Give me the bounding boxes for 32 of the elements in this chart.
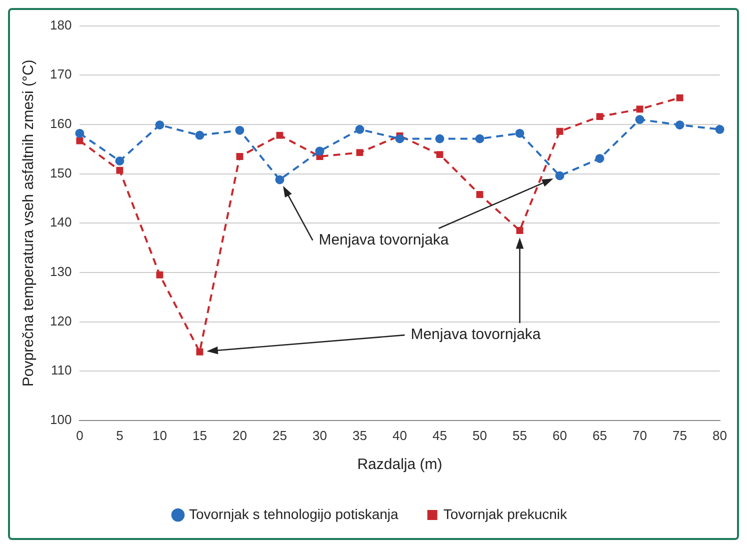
y-tick-label: 160	[50, 116, 72, 132]
y-tick-label: 180	[50, 17, 72, 32]
x-tick-label: 45	[432, 428, 447, 443]
x-tick-label: 50	[472, 428, 487, 443]
x-tick-label: 75	[672, 428, 687, 443]
x-tick-label: 20	[232, 428, 247, 443]
x-tick-label: 30	[312, 428, 327, 443]
x-tick-label: 35	[352, 428, 367, 443]
x-tick-label: 0	[76, 428, 84, 443]
x-tick-label: 15	[192, 428, 207, 443]
y-tick-label: 170	[50, 66, 72, 82]
annotation: Menjava tovornjaka	[410, 326, 542, 344]
x-tick-label: 10	[152, 428, 167, 443]
y-tick-label: 150	[50, 165, 72, 180]
x-tick-label: 80	[712, 428, 728, 443]
x-tick-label: 65	[592, 428, 607, 443]
y-axis-title: Povprečna temperatura vseh asfaltnih zmesi (°C)	[20, 60, 38, 387]
y-tick-label: 130	[50, 264, 72, 280]
y-tick-label: 120	[50, 313, 72, 328]
legend-label: Tovornjak prekucnik	[443, 506, 568, 522]
y-tick-label: 110	[50, 362, 72, 378]
y-tick-label: 140	[50, 214, 72, 230]
x-tick-label: 5	[116, 428, 124, 443]
x-tick-label: 55	[512, 428, 527, 443]
legend-label: Tovornjak s tehnologijo potiskanja	[188, 506, 399, 522]
x-tick-label: 70	[632, 428, 647, 443]
y-tick-label: 100	[50, 412, 72, 427]
x-tick-label: 25	[272, 428, 287, 443]
x-tick-label: 40	[392, 428, 407, 443]
x-axis-title: Razdalja (m)	[357, 456, 442, 474]
annotation: Menjava tovornjaka	[318, 232, 450, 249]
x-tick-label: 60	[552, 428, 567, 443]
